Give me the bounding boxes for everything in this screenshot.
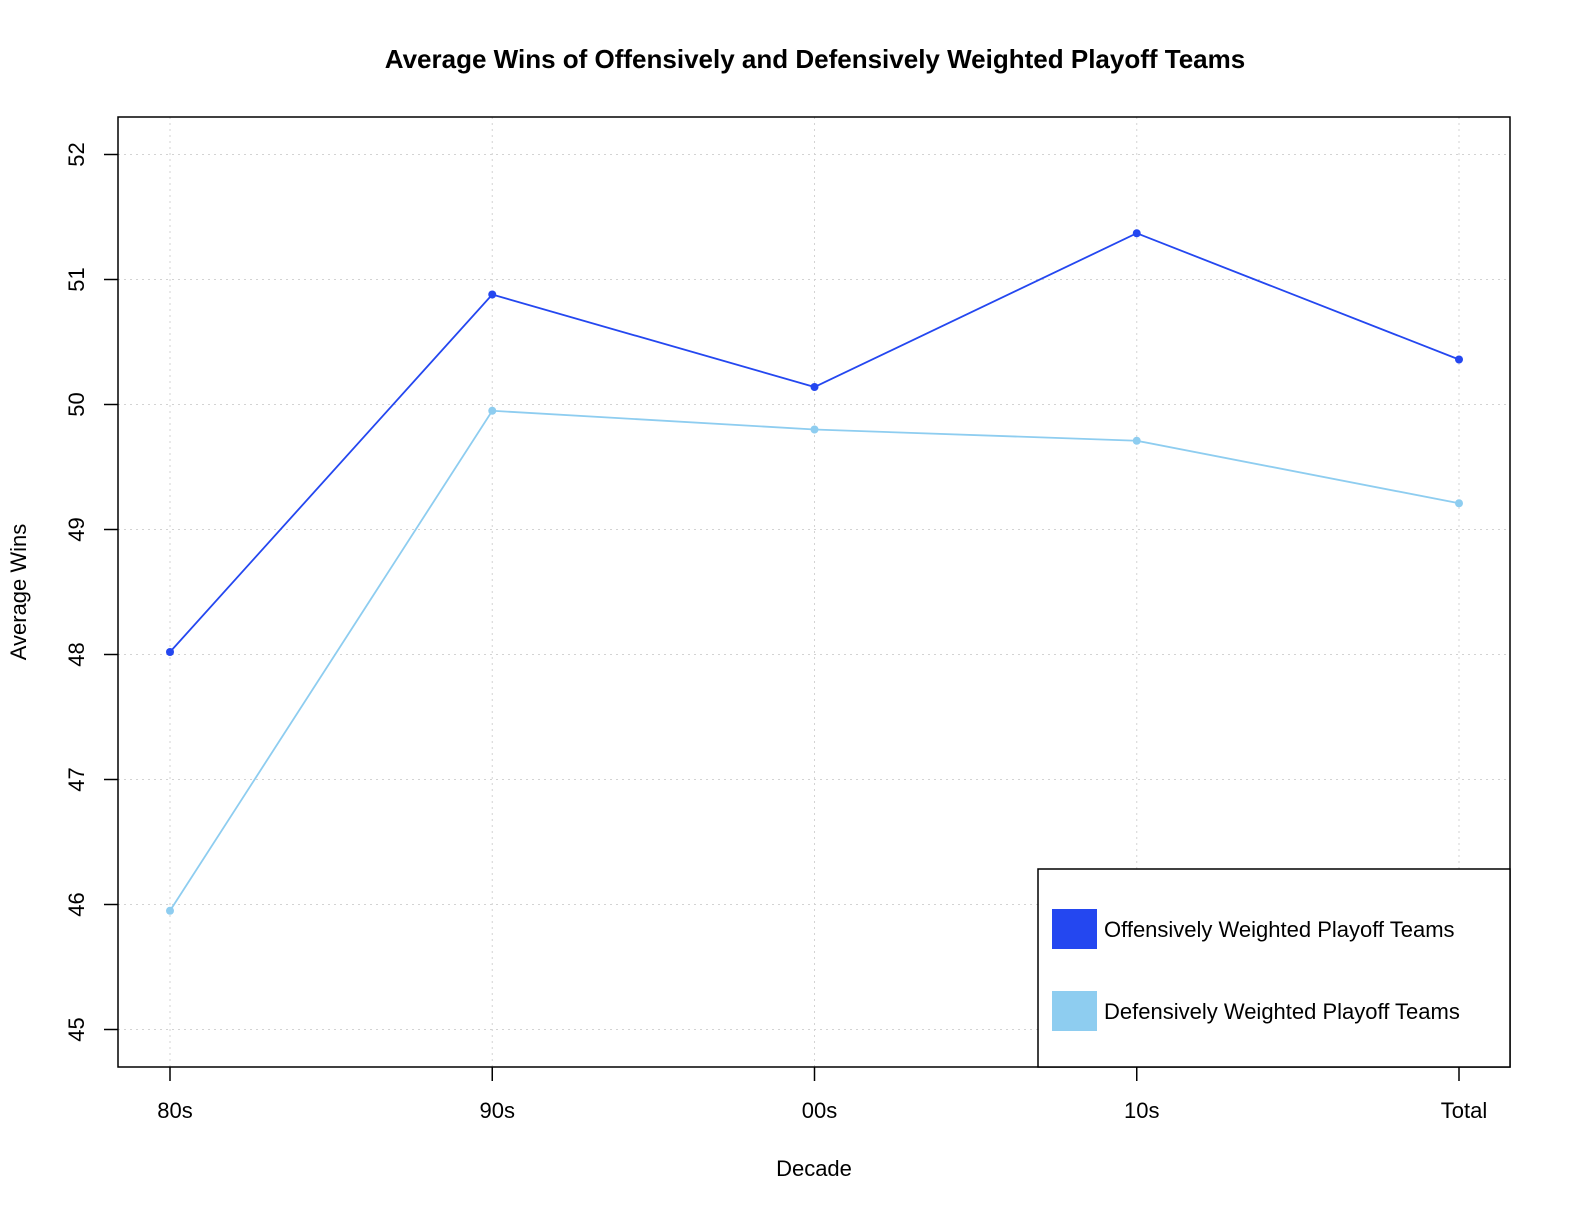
legend-label-defensive: Defensively Weighted Playoff Teams (1104, 999, 1460, 1024)
chart-title: Average Wins of Offensively and Defensiv… (385, 44, 1245, 74)
x-axis: 80s 90s 00s 10s Total (157, 1067, 1487, 1123)
data-point (1132, 229, 1141, 238)
series-2 (166, 406, 1463, 915)
x-tick-label: 00s (802, 1098, 837, 1123)
y-tick-label: 49 (64, 517, 89, 541)
legend-swatch-defensive (1052, 991, 1097, 1031)
y-tick-label: 47 (64, 767, 89, 791)
y-tick-label: 52 (64, 142, 89, 166)
x-axis-title: Decade (776, 1156, 852, 1181)
y-axis-title: Average Wins (6, 524, 31, 661)
data-point (1455, 499, 1463, 508)
series-1 (166, 229, 1463, 656)
y-tick-label: 48 (64, 642, 89, 666)
data-point (488, 406, 497, 415)
legend-label-offensive: Offensively Weighted Playoff Teams (1104, 917, 1455, 942)
data-point (488, 290, 497, 299)
y-tick-label: 51 (64, 267, 89, 291)
x-tick-label: 80s (157, 1098, 192, 1123)
data-point (810, 425, 819, 434)
y-tick-label: 50 (64, 392, 89, 416)
x-tick-label: 90s (480, 1098, 515, 1123)
x-tick-label: 10s (1124, 1098, 1159, 1123)
x-tick-label: Total (1441, 1098, 1487, 1123)
y-axis: 45 46 47 48 49 50 51 52 (64, 142, 118, 1042)
legend: Offensively Weighted Playoff Teams Defen… (1037, 868, 1511, 1068)
legend-box (1037, 868, 1511, 1068)
series-line (169, 409, 1460, 912)
y-tick-label: 45 (64, 1017, 89, 1041)
data-point (810, 383, 819, 391)
legend-swatch-offensive (1052, 909, 1097, 949)
series-layer (166, 229, 1463, 915)
data-point (1132, 436, 1141, 445)
data-point (1455, 355, 1463, 364)
data-point (166, 648, 174, 656)
data-point (166, 906, 174, 915)
y-tick-label: 46 (64, 892, 89, 916)
